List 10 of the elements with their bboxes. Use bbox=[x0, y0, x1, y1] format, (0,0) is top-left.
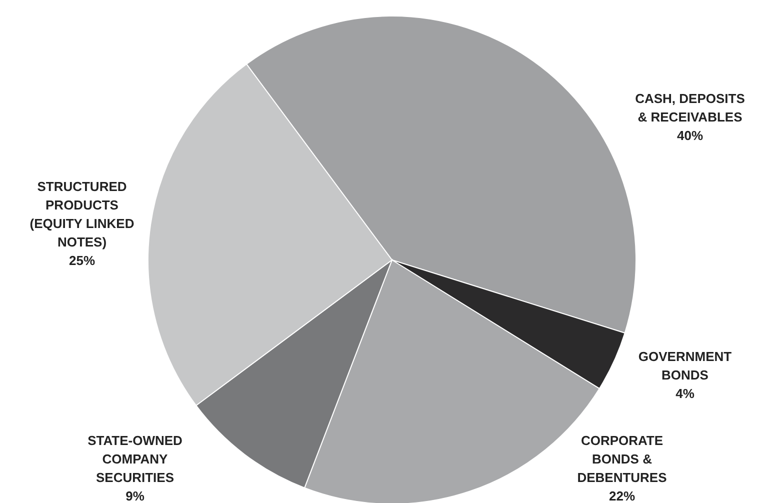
slice-label: STRUCTURED PRODUCTS (EQUITY LINKED NOTES) bbox=[30, 179, 134, 250]
data-label: 40% bbox=[676, 128, 704, 143]
slice-label: CASH, DEPOSITS & RECEIVABLES bbox=[635, 91, 746, 124]
slice-label: CORPORATE BONDS & DEBENTURES bbox=[577, 433, 668, 485]
data-label: 9% bbox=[126, 488, 145, 503]
data-label: 4% bbox=[676, 386, 695, 401]
slice-label: GOVERNMENT BONDS bbox=[638, 349, 732, 382]
data-label: 25% bbox=[68, 253, 96, 268]
data-label: 22% bbox=[608, 488, 636, 503]
slice-label: STATE-OWNED COMPANY SECURITIES bbox=[88, 433, 182, 485]
